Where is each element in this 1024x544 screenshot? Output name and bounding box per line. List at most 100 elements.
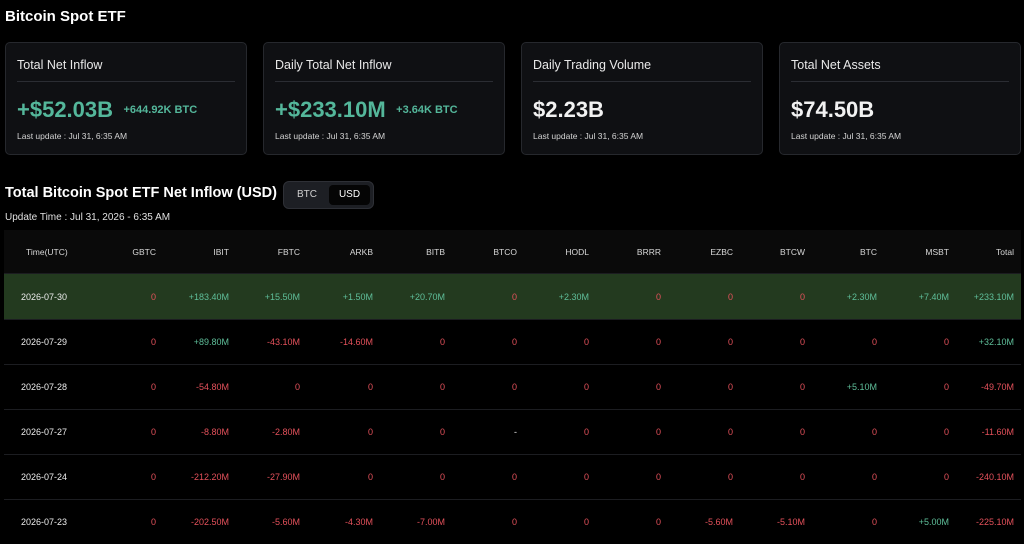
cell-ezbc: 0 bbox=[727, 382, 733, 392]
cell-gbtc: 0 bbox=[150, 337, 156, 347]
column-header-hodl: HODL bbox=[565, 246, 589, 257]
cell-btcw: 0 bbox=[799, 337, 805, 347]
cell-bitb: 0 bbox=[439, 472, 445, 482]
cell-brrr: 0 bbox=[655, 472, 661, 482]
table-header: Time(UTC) GBTC IBIT FBTC ARKB BITB BTCO HODL BRR… bbox=[4, 230, 1021, 273]
cell-btcw: 0 bbox=[799, 291, 805, 302]
column-header-btcw: BTCW bbox=[779, 246, 805, 257]
cell-time-utc: 2026-07-23 bbox=[21, 517, 68, 527]
cell-btc: 0 bbox=[871, 337, 877, 347]
cell-bitb: -7.00M bbox=[416, 517, 445, 527]
cell-brrr: 0 bbox=[655, 427, 661, 437]
card-last-update: Last update : Jul 31, 6:35 AM bbox=[275, 131, 386, 141]
cell-btco: 0 bbox=[511, 472, 517, 482]
currency-toggle: BTC USD bbox=[283, 181, 374, 209]
cell-hodl: +2.30M bbox=[558, 291, 589, 302]
cell-ibit: +89.80M bbox=[193, 337, 229, 347]
cell-brrr: 0 bbox=[655, 382, 661, 392]
section-title: Total Bitcoin Spot ETF Net Inflow (USD) bbox=[5, 185, 277, 201]
card-divider bbox=[275, 81, 493, 82]
cell-hodl: 0 bbox=[583, 472, 589, 482]
cell-ibit: -202.50M bbox=[190, 517, 229, 527]
cell-btc: +5.10M bbox=[846, 382, 877, 392]
update-time: Update Time : Jul 31, 2026 - 6:35 AM bbox=[5, 212, 171, 223]
cell-arkb: 0 bbox=[367, 427, 373, 437]
cell-total: -240.10M bbox=[975, 472, 1014, 482]
cell-msbt: +7.40M bbox=[918, 291, 949, 302]
cell-time-utc: 2026-07-30 bbox=[21, 291, 68, 302]
etf-flow-table: Time(UTC) GBTC IBIT FBTC ARKB BITB BTCO HODL BRR… bbox=[4, 230, 1021, 544]
cell-hodl: 0 bbox=[583, 382, 589, 392]
cell-msbt: 0 bbox=[943, 337, 949, 347]
cell-msbt: +5.00M bbox=[918, 517, 949, 527]
card-sub-value: +644.92K BTC bbox=[123, 104, 198, 116]
cell-fbtc: +15.50M bbox=[264, 291, 300, 302]
card-value: $74.50B bbox=[791, 97, 875, 122]
cell-btc: +2.30M bbox=[846, 291, 877, 302]
table-row: 2026-07-23 0 -202.50M -5.60M -4.30M -7.00M 0 0 0… bbox=[4, 499, 1021, 544]
card-last-update: Last update : Jul 31, 6:35 AM bbox=[17, 131, 128, 141]
cell-btco: - bbox=[514, 427, 517, 437]
card-total-net-assets: Total Net Assets $74.50B Last update : J… bbox=[779, 42, 1021, 155]
card-title: Total Net Assets bbox=[791, 58, 881, 72]
cell-hodl: 0 bbox=[583, 337, 589, 347]
column-header-time-utc: Time(UTC) bbox=[26, 246, 68, 257]
cell-fbtc: -2.80M bbox=[271, 427, 300, 437]
cell-bitb: +20.70M bbox=[409, 291, 445, 302]
page-title: Bitcoin Spot ETF bbox=[5, 8, 126, 25]
cell-gbtc: 0 bbox=[150, 382, 156, 392]
cell-gbtc: 0 bbox=[150, 291, 156, 302]
cell-ibit: -212.20M bbox=[190, 472, 229, 482]
card-sub-value: +3.64K BTC bbox=[396, 104, 458, 116]
card-title: Daily Total Net Inflow bbox=[275, 58, 392, 72]
cell-fbtc: -43.10M bbox=[266, 337, 300, 347]
cell-btco: 0 bbox=[511, 337, 517, 347]
cell-fbtc: -5.60M bbox=[271, 517, 300, 527]
card-last-update: Last update : Jul 31, 6:35 AM bbox=[533, 131, 644, 141]
table-row: 2026-07-30 0 +183.40M +15.50M +1.50M +20.70M 0… bbox=[4, 273, 1021, 319]
card-value: $2.23B bbox=[533, 97, 604, 122]
cell-gbtc: 0 bbox=[150, 517, 156, 527]
card-last-update: Last update : Jul 31, 6:35 AM bbox=[791, 131, 902, 141]
cell-bitb: 0 bbox=[439, 382, 445, 392]
cell-btco: 0 bbox=[511, 291, 517, 302]
cell-btco: 0 bbox=[511, 382, 517, 392]
column-header-btc: BTC bbox=[860, 246, 877, 257]
cell-btco: 0 bbox=[511, 517, 517, 527]
cell-hodl: 0 bbox=[583, 517, 589, 527]
card-divider bbox=[791, 81, 1009, 82]
cell-arkb: -4.30M bbox=[344, 517, 373, 527]
cell-time-utc: 2026-07-27 bbox=[21, 427, 68, 437]
cell-bitb: 0 bbox=[439, 427, 445, 437]
cell-time-utc: 2026-07-28 bbox=[21, 382, 68, 392]
card-value: +$233.10M bbox=[275, 97, 386, 122]
cell-btcw: 0 bbox=[799, 472, 805, 482]
card-total-net-inflow: Total Net Inflow +$52.03B +644.92K BTC L… bbox=[5, 42, 247, 155]
cell-btc: 0 bbox=[871, 427, 877, 437]
cell-gbtc: 0 bbox=[150, 472, 156, 482]
column-header-ibit: IBIT bbox=[213, 246, 229, 257]
cell-total: -11.60M bbox=[981, 427, 1014, 437]
card-daily-trading-volume: Daily Trading Volume $2.23B Last update … bbox=[521, 42, 763, 155]
cell-fbtc: -27.90M bbox=[266, 472, 300, 482]
column-header-fbtc: FBTC bbox=[277, 246, 300, 257]
card-daily-total-net-inflow: Daily Total Net Inflow +$233.10M +3.64K … bbox=[263, 42, 505, 155]
cell-arkb: 0 bbox=[367, 382, 373, 392]
table-row: 2026-07-28 0 -54.80M 0 0 0 0 0 0 0 0 +5.10M 0 -49.70M bbox=[4, 364, 1021, 409]
cell-time-utc: 2026-07-29 bbox=[21, 337, 68, 347]
card-value: +$52.03B bbox=[17, 97, 114, 122]
cell-bitb: 0 bbox=[439, 337, 445, 347]
cell-ezbc: 0 bbox=[727, 337, 733, 347]
cell-total: +233.10M bbox=[973, 291, 1014, 302]
cell-ezbc: 0 bbox=[727, 291, 733, 302]
cell-btcw: 0 bbox=[799, 427, 805, 437]
cell-gbtc: 0 bbox=[150, 427, 156, 437]
toggle-usd-button[interactable]: USD bbox=[329, 185, 370, 205]
table-row: 2026-07-29 0 +89.80M -43.10M -14.60M 0 0 0 0 0 0 0 0… bbox=[4, 319, 1021, 364]
column-header-ezbc: EZBC bbox=[710, 246, 733, 257]
toggle-btc-button[interactable]: BTC bbox=[297, 189, 317, 200]
cell-ezbc: 0 bbox=[727, 472, 733, 482]
cell-arkb: -14.60M bbox=[339, 337, 373, 347]
column-header-brrr: BRRR bbox=[636, 246, 661, 257]
cell-ibit: -54.80M bbox=[195, 382, 229, 392]
